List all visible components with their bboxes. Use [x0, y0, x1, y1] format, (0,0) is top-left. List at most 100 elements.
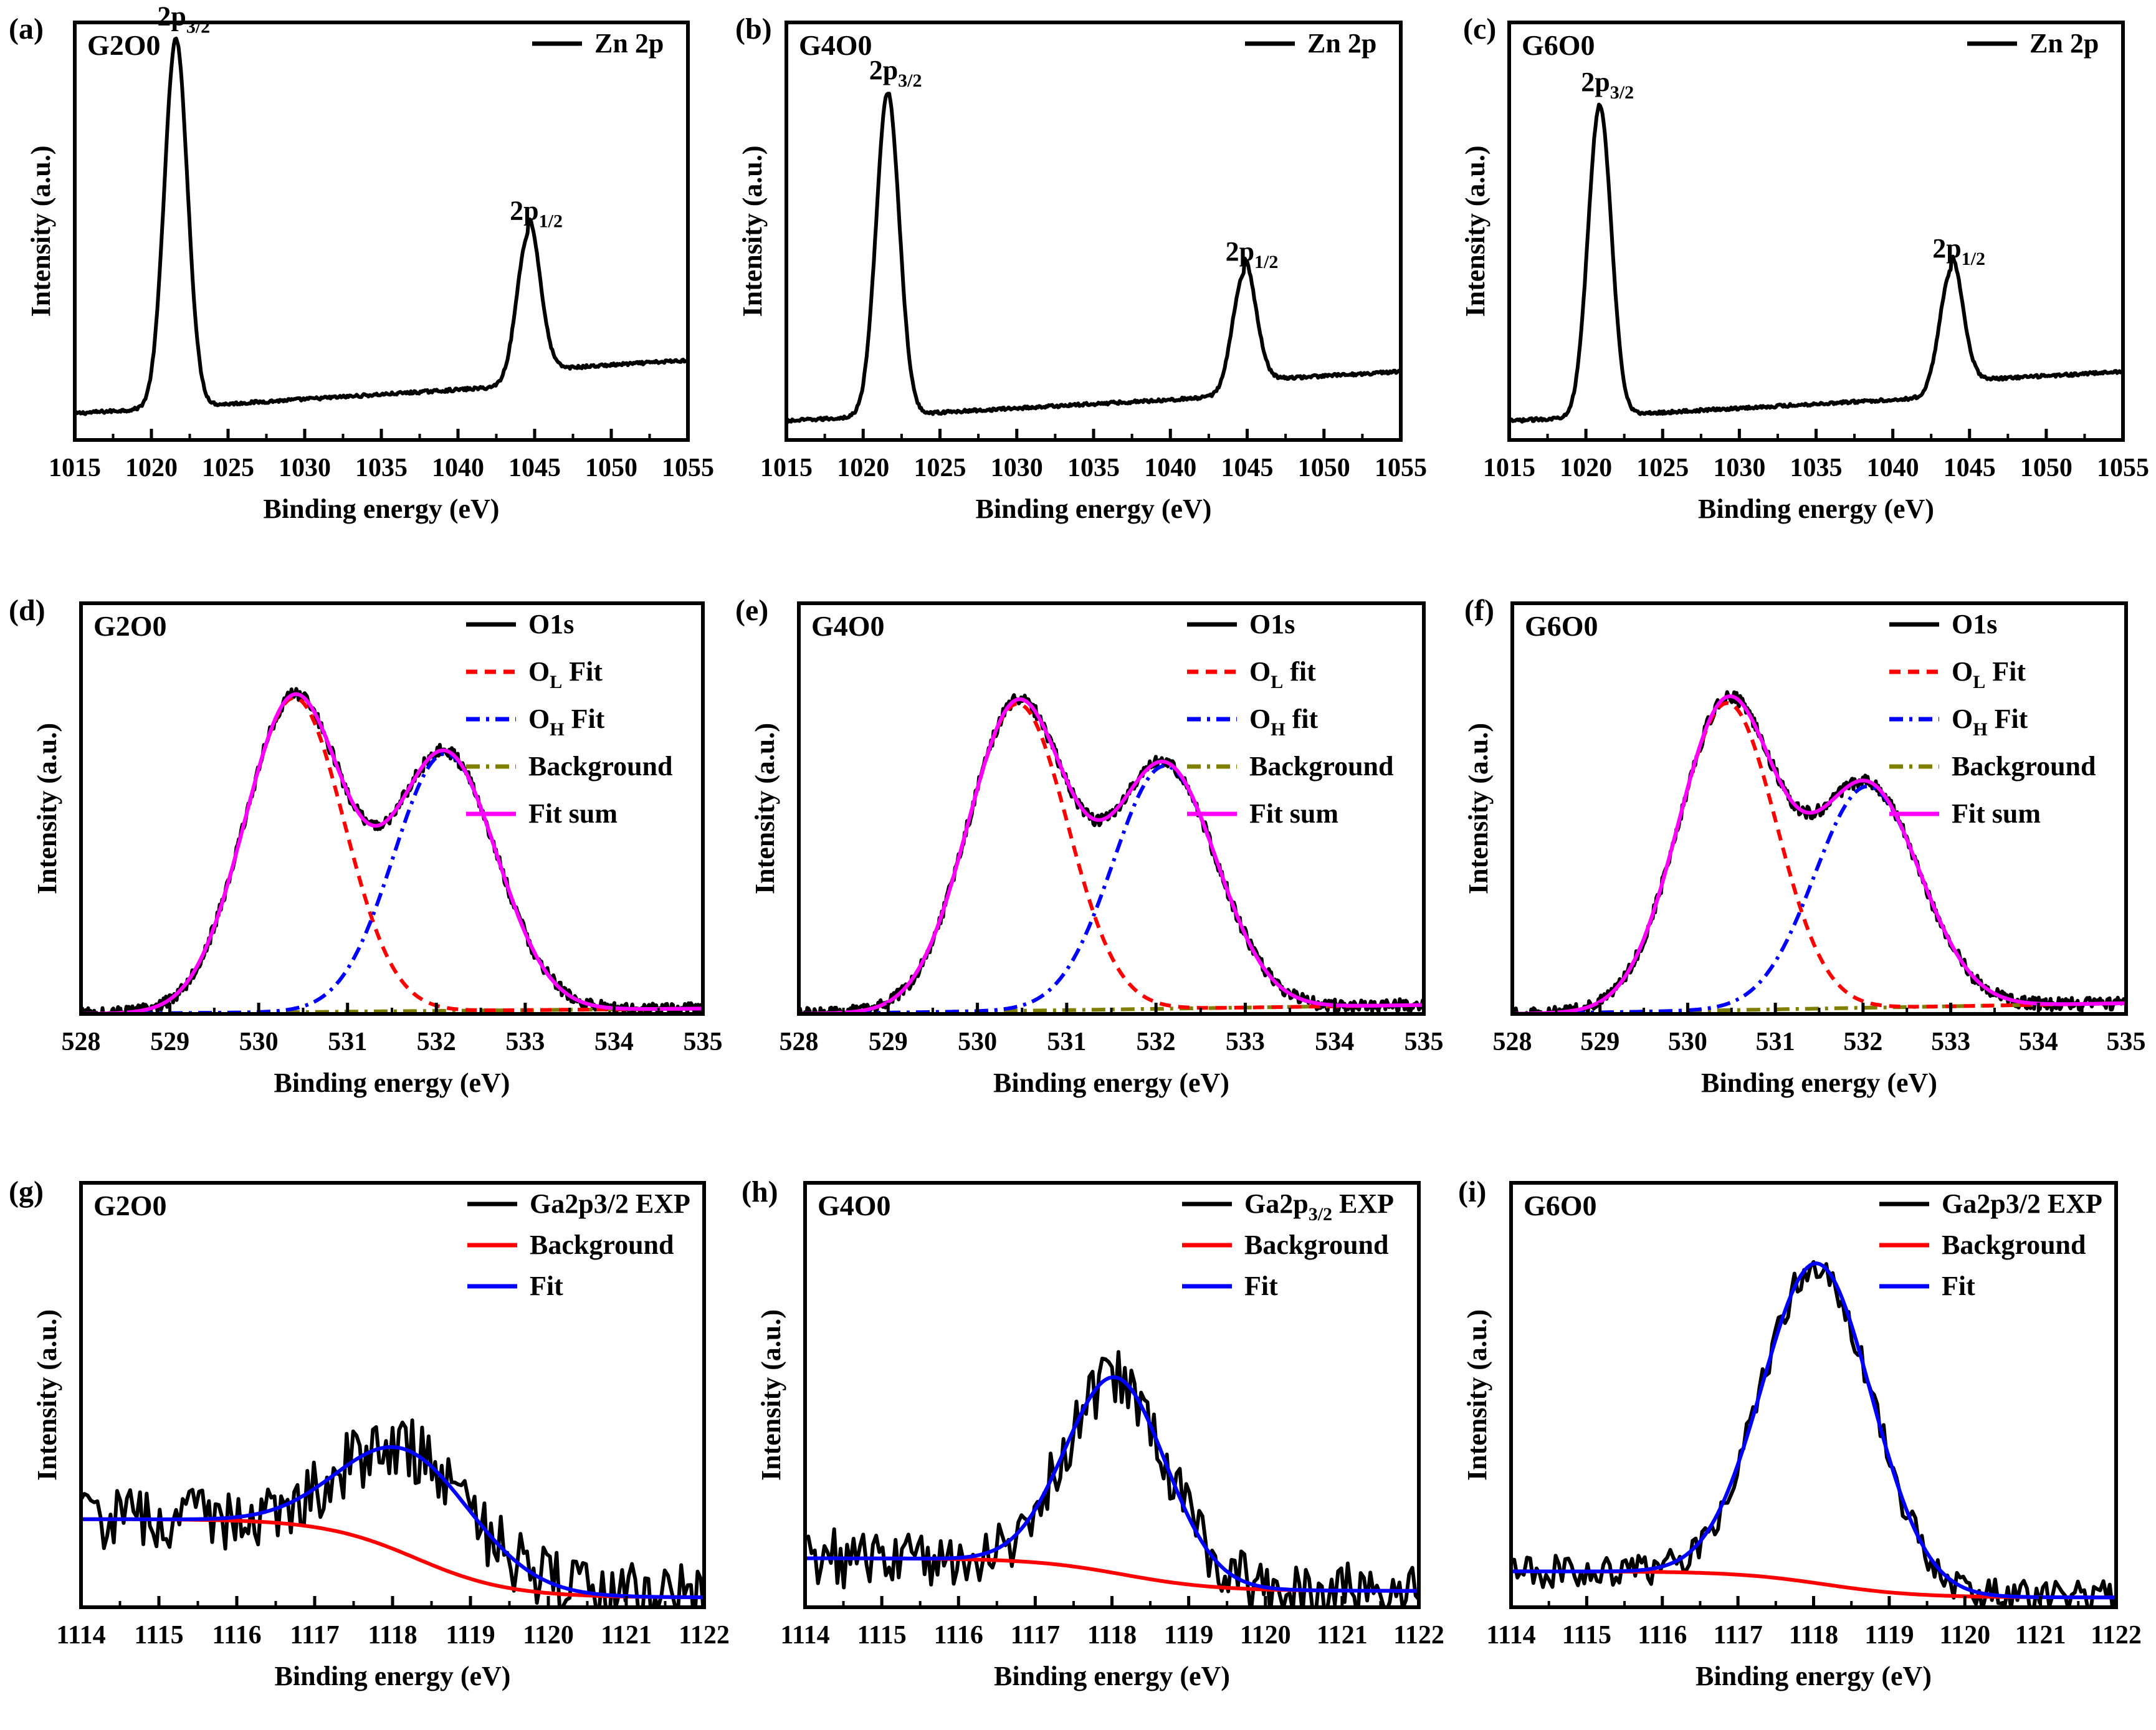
x-tick-label: 535	[2107, 1028, 2146, 1056]
x-tick-label: 1025	[202, 454, 254, 482]
legend-subscript: L	[1973, 672, 1985, 692]
y-axis-label: Intensity (a.u.)	[32, 1309, 62, 1481]
legend-name: Background	[1952, 751, 2096, 781]
peak-annotation-subscript: 1/2	[1254, 252, 1278, 272]
x-tick-label: 1015	[49, 454, 101, 482]
legend-suffix: Fit	[562, 656, 603, 687]
sample-label: G4O0	[811, 610, 885, 642]
series-line-exp	[1511, 1260, 2116, 1607]
legend-subscript: 3/2	[1309, 1204, 1332, 1225]
legend-subscript: H	[1973, 719, 1987, 740]
plot-frame	[73, 21, 690, 442]
y-axis-label: Intensity (a.u.)	[756, 1309, 786, 1481]
peak-annotation: 2p3/2	[869, 55, 922, 91]
legend-label: Background	[1249, 751, 1394, 781]
x-tick-label: 1114	[780, 1621, 829, 1650]
x-tick-label: 535	[1405, 1028, 1444, 1056]
legend-name: O1s	[1249, 609, 1295, 639]
legend-name: O	[1249, 656, 1271, 687]
series-line-exp	[786, 92, 1401, 424]
x-tick-label: 1114	[56, 1621, 105, 1650]
x-tick-label: 1119	[446, 1621, 495, 1650]
legend-name: O	[528, 656, 550, 687]
plot-area	[1512, 690, 2126, 1014]
panel-letter: (g)	[9, 1175, 44, 1208]
x-tick-label: 1035	[1790, 454, 1843, 482]
x-tick-label: 1025	[1636, 454, 1689, 482]
series-line-sum	[81, 692, 703, 1014]
x-tick-label: 1040	[1867, 454, 1919, 482]
sample-label: G6O0	[1525, 610, 1598, 642]
legend-label: OH fit	[1249, 704, 1318, 740]
peak-annotation: 2p3/2	[157, 1, 210, 37]
series-line-c1	[81, 695, 703, 1014]
x-tick-label: 1121	[2015, 1621, 2066, 1650]
x-tick-label: 1114	[1486, 1621, 1535, 1650]
series-line-exp	[1512, 690, 2126, 1014]
panel-letter: (e)	[735, 594, 768, 627]
x-axis-label: Binding energy (eV)	[1698, 494, 1934, 524]
x-tick-label: 529	[150, 1028, 189, 1056]
panel-letter: (f)	[1464, 594, 1494, 627]
legend-label: Fit sum	[528, 798, 618, 829]
x-tick-label: 1115	[1562, 1621, 1611, 1650]
x-tick-label: 531	[1047, 1028, 1086, 1056]
x-tick-label: 1120	[1939, 1621, 1990, 1650]
y-axis-label: Intensity (a.u.)	[26, 145, 56, 317]
legend-name: Background	[528, 751, 673, 781]
legend-label: Zn 2p	[2030, 28, 2099, 59]
x-tick-label: 534	[2019, 1028, 2058, 1056]
x-tick-label: 1121	[601, 1621, 652, 1650]
x-tick-label: 1118	[368, 1621, 417, 1650]
plot-area	[75, 36, 688, 416]
panel-i: 1114 1115 1116 1117 1118 1119 1120 1121 1122 Bind…	[1458, 1175, 2142, 1691]
x-tick-label: 533	[1931, 1028, 1970, 1056]
peak-annotation-main: 2p	[869, 55, 898, 85]
x-axis-label: Binding energy (eV)	[976, 494, 1212, 524]
panel-letter: (h)	[742, 1175, 778, 1208]
series-line-exp	[81, 687, 703, 1014]
x-tick-label: 1045	[1944, 454, 1996, 482]
peak-annotation-subscript: 1/2	[1962, 249, 1985, 269]
legend-label: Fit sum	[1952, 798, 2041, 829]
plot-area	[1511, 1260, 2116, 1607]
sample-label: G6O0	[1522, 29, 1595, 61]
legend-name: O	[1952, 656, 1973, 687]
x-tick-label: 1116	[934, 1621, 983, 1650]
panel-letter: (d)	[9, 594, 45, 627]
x-tick-label: 1119	[1164, 1621, 1213, 1650]
x-tick-label: 528	[780, 1028, 819, 1056]
legend-name: O	[1249, 704, 1271, 734]
panel-letter: (b)	[735, 12, 772, 45]
x-tick-label: 1040	[1144, 454, 1196, 482]
legend-subscript: H	[1271, 719, 1285, 740]
x-axis-label: Binding energy (eV)	[993, 1068, 1229, 1098]
panel-f: 528 529 530 531 532 533 534 535 Binding energy (…	[1463, 594, 2146, 1098]
y-axis-label: Intensity (a.u.)	[1462, 1309, 1492, 1481]
x-tick-label: 531	[328, 1028, 367, 1056]
x-tick-label: 1121	[1317, 1621, 1368, 1650]
panel-b: 1015 1020 1025 1030 1035 1040 1045 1050 1055 Bind…	[735, 12, 1427, 524]
x-tick-label: 1050	[585, 454, 637, 482]
x-tick-label: 529	[1580, 1028, 1619, 1056]
x-tick-label: 533	[1226, 1028, 1265, 1056]
legend-name: Background	[1942, 1230, 2086, 1260]
series-line-sum	[799, 697, 1424, 1014]
peak-annotation-main: 2p	[157, 1, 186, 31]
series-line-c2	[799, 763, 1424, 1014]
legend-label: Background	[530, 1230, 674, 1260]
x-tick-label: 1115	[857, 1621, 906, 1650]
panel-letter: (i)	[1458, 1175, 1486, 1208]
x-tick-label: 1118	[1087, 1621, 1137, 1650]
x-tick-label: 530	[958, 1028, 997, 1056]
legend-name: Fit	[530, 1271, 563, 1301]
sample-label: G2O0	[93, 1190, 167, 1221]
x-tick-label: 1015	[760, 454, 813, 482]
x-tick-label: 532	[1843, 1028, 1882, 1056]
x-tick-label: 1117	[290, 1621, 339, 1650]
x-tick-label: 530	[1668, 1028, 1707, 1056]
y-axis-label: Intensity (a.u.)	[737, 145, 768, 317]
legend-label: Ga2p3/2 EXP	[1244, 1188, 1394, 1225]
x-tick-label: 1122	[679, 1621, 730, 1650]
